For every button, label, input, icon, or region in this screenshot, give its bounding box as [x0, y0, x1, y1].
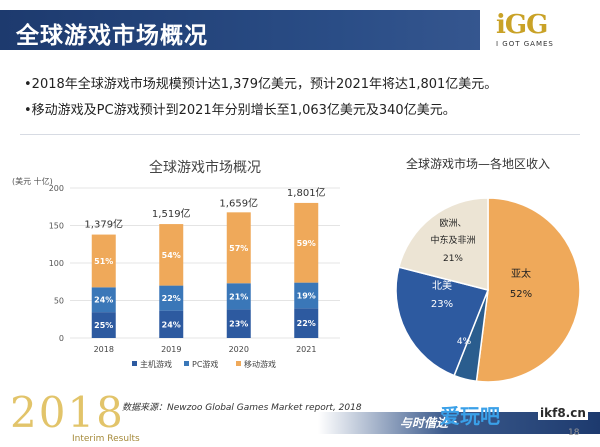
legend-label: 移动游戏 [244, 359, 276, 369]
footer-subtitle: Interim Results [72, 434, 140, 444]
footer-bar [318, 412, 600, 434]
bullet-item: •移动游戏及PC游戏预计到2021年分别增长至1,063亿美元及340亿美元。 [24, 103, 456, 118]
y-axis-label: (美元 十亿) [12, 176, 53, 186]
title-bar [0, 10, 480, 50]
bar-segment [294, 308, 319, 338]
pie-value-label: 23% [431, 299, 453, 310]
bar-total-label: 1,519亿 [152, 207, 191, 220]
bullet-item: •2018年全球游戏市场规模预计达1,379亿美元，预计2021年将达1,801… [24, 77, 498, 92]
footer-year: 2018 [10, 388, 125, 437]
bar-segment-label: 54% [162, 251, 181, 260]
bar-total-label: 1,379亿 [84, 218, 123, 231]
pie-slice [397, 197, 489, 291]
header: 全球游戏市场概况 iGG I GOT GAMES [0, 4, 600, 52]
bar-segment-label: 22% [162, 294, 181, 303]
legend-swatch [236, 361, 241, 366]
bullet-list: •2018年全球游戏市场规模预计达1,379亿美元，预计2021年将达1,801… [24, 72, 584, 124]
legend-swatch [184, 361, 189, 366]
bar-segment [91, 234, 116, 288]
bar-total-label: 1,801亿 [287, 186, 326, 199]
y-tick-label: 50 [54, 297, 64, 306]
y-tick-label: 200 [49, 184, 64, 193]
pie-value-label: 21% [443, 254, 463, 264]
pie-slice-label: 中东及非洲 [430, 234, 475, 246]
bar-segment [159, 310, 184, 338]
bar-segment-label: 59% [297, 239, 316, 248]
legend-label: PC游戏 [192, 359, 218, 369]
x-tick-label: 2020 [229, 345, 249, 354]
bar-segment [226, 283, 251, 310]
bar-segment-label: 25% [94, 321, 113, 330]
pie-chart-title: 全球游戏市场—各地区收入 [406, 156, 550, 171]
y-tick-label: 150 [49, 222, 64, 231]
page-title: 全球游戏市场概况 [16, 23, 208, 49]
legend-label: 主机游戏 [140, 359, 172, 369]
pie-slice-label: 欧洲、 [439, 217, 466, 229]
divider [20, 134, 580, 135]
bar-segment [159, 224, 184, 286]
logo-tagline: I GOT GAMES [496, 40, 554, 48]
y-tick-label: 100 [49, 259, 64, 268]
x-tick-label: 2018 [94, 345, 114, 354]
bar-segment-label: 19% [297, 291, 316, 300]
pie-slice [395, 266, 490, 377]
pie-slice-label: 北美 [432, 279, 452, 292]
bar-segment-label: 24% [162, 320, 181, 329]
bar-segment [159, 285, 184, 311]
bar-segment-label: 23% [229, 320, 248, 329]
bar-segment [91, 287, 116, 313]
pie-value-label: 4% [457, 337, 472, 347]
y-tick-label: 0 [59, 334, 64, 343]
bar-segment-label: 22% [297, 319, 316, 328]
bar-segment [226, 212, 251, 284]
bar-segment [91, 312, 116, 338]
pie-slice-label: 亚太 [511, 267, 531, 280]
bar-segment-label: 57% [229, 244, 248, 253]
x-tick-label: 2019 [161, 345, 181, 354]
pie-slice [475, 197, 581, 383]
bar-segment-label: 24% [94, 296, 113, 305]
x-tick-label: 2021 [296, 345, 316, 354]
bar-chart-title: 全球游戏市场概况 [149, 159, 261, 176]
bar-segment [294, 282, 319, 309]
bar-total-label: 1,659亿 [219, 197, 258, 210]
footer: 2018 Interim Results 数据来源：Newzoo Global … [0, 388, 600, 447]
legend-swatch [132, 361, 137, 366]
source-note: 数据来源：Newzoo Global Games Market report, … [122, 403, 362, 413]
igg-logo: iGG I GOT GAMES [490, 10, 590, 54]
bar-segment [294, 202, 319, 283]
watermark-url: ikf8.cn [538, 406, 588, 420]
bar-segment-label: 21% [229, 292, 248, 301]
logo-mark: iGG [496, 10, 548, 40]
watermark-text: 爱玩吧 [440, 404, 500, 428]
bar-segment [226, 309, 251, 338]
bar-segment-label: 51% [94, 257, 113, 266]
footer-slogan: 与时偕进・ [400, 416, 461, 430]
page-number: 18 [568, 428, 580, 438]
pie-value-label: 52% [510, 289, 532, 300]
